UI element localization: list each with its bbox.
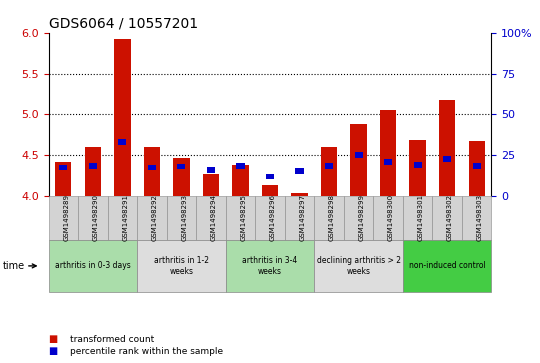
Text: GSM1498297: GSM1498297 xyxy=(300,194,306,241)
Text: GSM1498290: GSM1498290 xyxy=(93,194,99,241)
Text: non-induced control: non-induced control xyxy=(409,261,485,270)
Text: transformed count: transformed count xyxy=(70,335,154,344)
Bar xyxy=(409,140,426,196)
Bar xyxy=(295,168,303,174)
Text: GSM1498300: GSM1498300 xyxy=(388,194,394,241)
Bar xyxy=(118,139,126,145)
Bar xyxy=(443,156,451,162)
Text: ■: ■ xyxy=(49,334,58,344)
Bar xyxy=(350,124,367,196)
Text: GSM1498302: GSM1498302 xyxy=(447,194,453,241)
Text: GSM1498298: GSM1498298 xyxy=(329,194,335,241)
Bar xyxy=(321,147,337,196)
Text: GSM1498289: GSM1498289 xyxy=(63,194,69,241)
Text: GSM1498299: GSM1498299 xyxy=(359,194,364,241)
Bar xyxy=(55,162,71,196)
Bar xyxy=(469,141,485,196)
Text: GSM1498293: GSM1498293 xyxy=(181,194,187,241)
Bar xyxy=(354,152,363,158)
Bar xyxy=(292,193,308,196)
Text: GSM1498301: GSM1498301 xyxy=(417,194,423,241)
Text: GSM1498294: GSM1498294 xyxy=(211,194,217,241)
Text: percentile rank within the sample: percentile rank within the sample xyxy=(70,347,224,356)
Bar xyxy=(148,164,156,170)
Text: GSM1498303: GSM1498303 xyxy=(477,194,483,241)
Bar xyxy=(89,163,97,169)
Bar xyxy=(325,163,333,169)
Bar xyxy=(380,110,396,196)
Bar xyxy=(439,100,455,196)
Text: GDS6064 / 10557201: GDS6064 / 10557201 xyxy=(49,16,198,30)
Text: GSM1498291: GSM1498291 xyxy=(123,194,129,241)
Bar xyxy=(472,163,481,169)
Text: declining arthritis > 2
weeks: declining arthritis > 2 weeks xyxy=(316,256,401,276)
Text: GSM1498296: GSM1498296 xyxy=(270,194,276,241)
Bar xyxy=(114,39,131,196)
Text: ■: ■ xyxy=(49,346,58,356)
Text: GSM1498295: GSM1498295 xyxy=(240,194,246,241)
Bar xyxy=(384,159,392,164)
Bar xyxy=(144,147,160,196)
Bar xyxy=(203,174,219,196)
Bar xyxy=(237,163,245,169)
Bar xyxy=(207,167,215,173)
Bar xyxy=(85,147,101,196)
Bar xyxy=(177,164,186,170)
Text: arthritis in 3-4
weeks: arthritis in 3-4 weeks xyxy=(242,256,298,276)
Bar xyxy=(232,165,248,196)
Bar xyxy=(262,185,278,196)
Text: GSM1498292: GSM1498292 xyxy=(152,194,158,241)
Bar xyxy=(173,158,190,196)
Bar xyxy=(59,164,68,170)
Text: arthritis in 0-3 days: arthritis in 0-3 days xyxy=(55,261,131,270)
Text: arthritis in 1-2
weeks: arthritis in 1-2 weeks xyxy=(154,256,209,276)
Text: time: time xyxy=(3,261,25,271)
Bar xyxy=(414,162,422,168)
Bar xyxy=(266,174,274,179)
